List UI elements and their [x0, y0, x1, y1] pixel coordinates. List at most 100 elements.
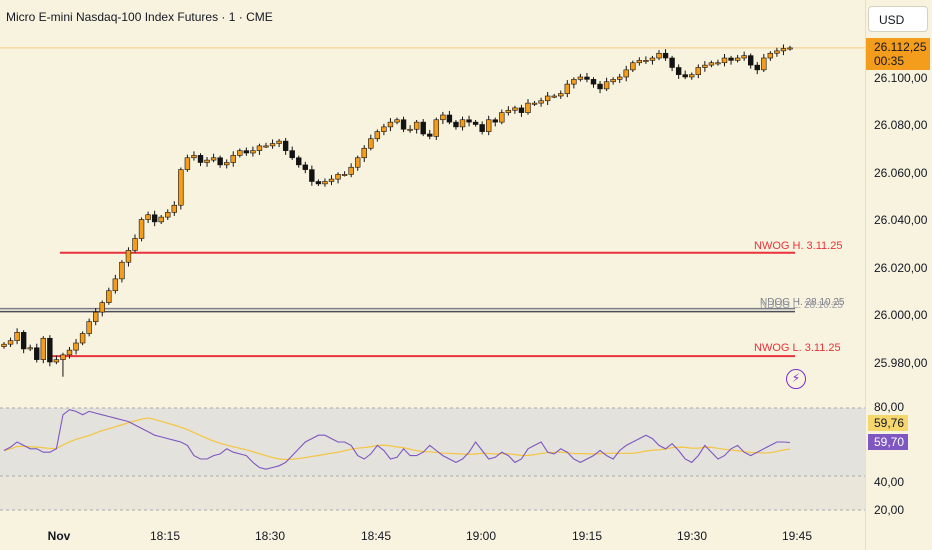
- chart-title: Micro E-mini Nasdaq-100 Index Futures · …: [6, 10, 273, 24]
- candle-body: [66, 349, 73, 356]
- candle-body: [525, 102, 531, 113]
- rsi-value-badge: 59,70: [868, 434, 908, 450]
- time-tick: 19:00: [465, 529, 497, 543]
- candle-body: [47, 337, 53, 363]
- price-tick: 25.980,00: [874, 356, 928, 370]
- candle-body: [702, 64, 708, 68]
- candle-body: [282, 140, 289, 151]
- candle-body: [656, 52, 662, 59]
- candle-body: [138, 219, 145, 239]
- candle-body: [446, 114, 453, 123]
- time-tick: Nov: [47, 529, 71, 543]
- candle-body: [315, 181, 322, 185]
- candle-body: [276, 140, 282, 144]
- candle-body: [597, 83, 603, 90]
- candle-body: [512, 107, 518, 111]
- lightning-icon[interactable]: ⚡︎: [786, 369, 806, 389]
- candle-body: [171, 204, 177, 213]
- candle-body: [263, 145, 269, 148]
- rsi-tick: 40,00: [874, 475, 905, 489]
- candle-body: [544, 95, 551, 102]
- candle-body: [204, 159, 210, 163]
- candle-body: [20, 332, 27, 350]
- candle-body: [420, 121, 426, 135]
- candle-countdown: 00:35: [874, 54, 905, 68]
- time-tick: 18:30: [254, 529, 286, 543]
- candle-body: [151, 214, 158, 223]
- candle-body: [158, 216, 164, 223]
- candle-body: [734, 57, 741, 61]
- candle-body: [518, 107, 525, 113]
- candle-body: [296, 157, 302, 166]
- candle-body: [584, 76, 590, 80]
- candle-body: [610, 79, 616, 83]
- candle-body: [191, 155, 197, 159]
- candle-body: [485, 119, 492, 132]
- candle-body: [99, 302, 105, 313]
- price-tick: 26.100,00: [874, 71, 928, 85]
- candle-body: [230, 155, 236, 163]
- candle-body: [354, 157, 361, 168]
- candle-body: [440, 114, 446, 121]
- candle-body: [269, 143, 276, 147]
- rsi-ma-badge: 59,76: [868, 415, 908, 431]
- candle-body: [14, 332, 20, 341]
- price-axis[interactable]: [865, 0, 932, 550]
- candle-body: [119, 261, 125, 280]
- candle-body: [256, 145, 263, 151]
- candle-body: [93, 311, 99, 322]
- price-tick: 26.040,00: [874, 213, 928, 227]
- time-tick: 18:45: [360, 529, 392, 543]
- candle-body: [558, 93, 564, 97]
- candle-body: [774, 50, 780, 54]
- price-tick: 26.000,00: [874, 308, 928, 322]
- candle-body: [348, 166, 354, 175]
- candle-body: [165, 212, 171, 218]
- candle-body: [564, 83, 571, 94]
- candle-body: [243, 150, 250, 154]
- candle-body: [741, 55, 747, 59]
- candle-body: [322, 181, 328, 185]
- candle-body: [341, 174, 348, 176]
- candle-body: [197, 155, 204, 163]
- rsi-tick: 80,00: [874, 400, 905, 414]
- currency-button[interactable]: USD: [868, 6, 928, 32]
- candle-body: [433, 119, 439, 137]
- candle-body: [616, 76, 623, 80]
- candle-body: [60, 354, 66, 360]
- candle-body: [53, 359, 60, 363]
- candle-body: [649, 57, 656, 61]
- candle-body: [237, 150, 243, 156]
- candle-body: [210, 157, 217, 161]
- time-tick: 19:45: [781, 529, 813, 543]
- candle-body: [400, 119, 407, 130]
- candle-body: [368, 138, 374, 149]
- candle-body: [531, 102, 538, 105]
- candle-body: [780, 48, 787, 52]
- candle-body: [86, 321, 92, 334]
- candle-body: [708, 62, 715, 66]
- candle-body: [571, 79, 577, 85]
- candle-body: [499, 112, 505, 123]
- candle-body: [413, 121, 420, 130]
- chart-canvas[interactable]: [0, 0, 865, 550]
- candle-body: [7, 340, 14, 345]
- candle-body: [466, 119, 472, 123]
- current-price-badge: 26.112,25 00:35: [866, 38, 930, 70]
- candle-body: [178, 169, 184, 206]
- candle-body: [590, 79, 597, 85]
- candle-body: [34, 347, 40, 360]
- candle-body: [505, 109, 512, 113]
- candle-body: [715, 62, 721, 65]
- candle-body: [453, 121, 459, 128]
- rsi-line: [3, 409, 791, 470]
- candle-body: [728, 57, 734, 61]
- candle-body: [630, 62, 636, 71]
- time-tick: 19:30: [676, 529, 708, 543]
- candle-body: [125, 250, 132, 263]
- candle-body: [492, 119, 498, 123]
- time-tick: 19:15: [571, 529, 603, 543]
- ndog-high-label: NDOG H. 28.10.25: [760, 297, 845, 308]
- candle-body: [250, 150, 256, 154]
- candle-body: [106, 290, 112, 303]
